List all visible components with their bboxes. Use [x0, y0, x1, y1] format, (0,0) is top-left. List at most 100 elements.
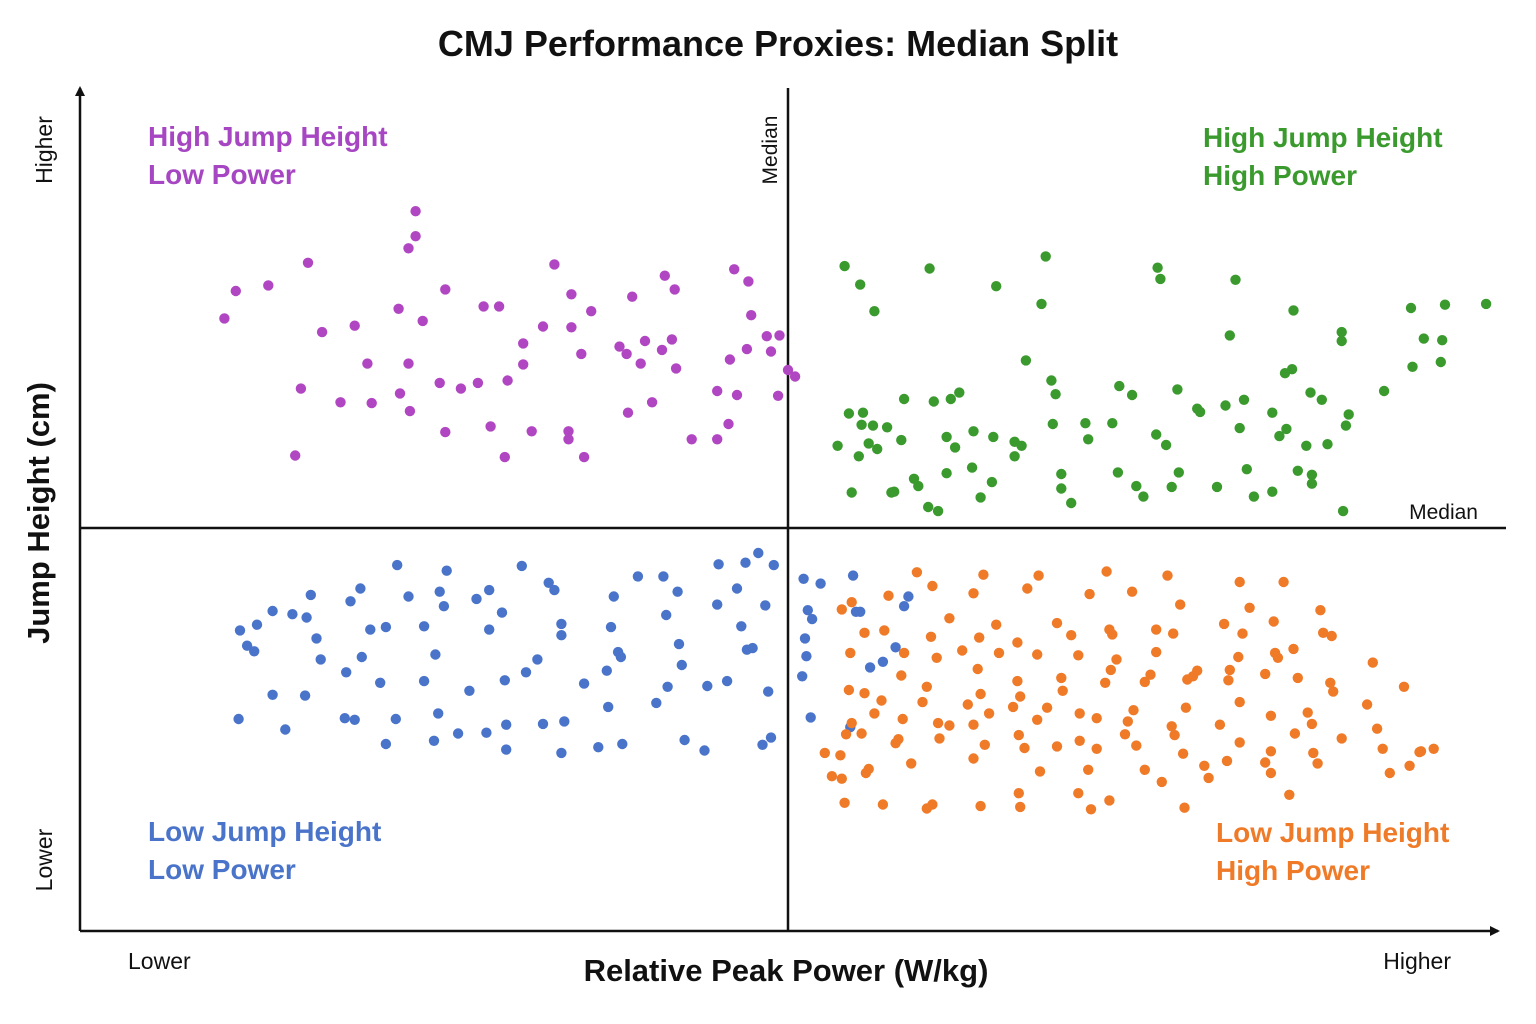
point-lh_lp-87	[702, 680, 713, 692]
point-hh_hp-90	[1224, 330, 1236, 341]
point-lh_hp-61	[975, 688, 986, 700]
point-lh_hp-133	[944, 720, 955, 731]
point-lh_lp-32	[672, 586, 683, 597]
point-hh_hp-87	[1020, 355, 1032, 366]
x-high-label: Higher	[1383, 948, 1451, 974]
point-hh_lp-67	[526, 426, 537, 437]
point-hh_lp-45	[723, 418, 734, 430]
point-hh_hp-56	[1238, 394, 1250, 405]
point-lh_hp-15	[883, 590, 894, 601]
point-lh_lp-80	[280, 724, 291, 735]
point-lh_hp-26	[1288, 643, 1299, 655]
quadrant-label-hh-lp-line1: High Jump Height	[148, 121, 388, 152]
point-hh_hp-94	[1435, 356, 1447, 368]
point-lh_lp-0	[392, 559, 403, 571]
point-hh_hp-30	[1286, 364, 1298, 375]
point-lh_lp-33	[608, 591, 619, 602]
point-hh_lp-56	[761, 331, 772, 342]
point-lh_hp-68	[1260, 668, 1271, 680]
point-hh_hp-55	[1194, 406, 1206, 418]
point-lh_hp-95	[1265, 710, 1277, 721]
point-lh_lp-95	[501, 744, 512, 755]
point-hh_lp-22	[394, 388, 406, 399]
point-lh_lp-11	[543, 577, 554, 588]
point-lh_hp-37	[845, 647, 856, 659]
point-hh_lp-63	[499, 451, 510, 463]
point-lh_lp-98	[349, 714, 360, 725]
point-lh_hp-66	[1187, 671, 1199, 682]
point-lh_hp-22	[1066, 630, 1077, 641]
point-lh_hp-41	[1032, 649, 1043, 660]
point-lh_hp-72	[1398, 681, 1410, 692]
point-hh_lp-35	[621, 348, 632, 360]
point-lh_hp-91	[1091, 713, 1102, 724]
point-lh_lp-64	[499, 675, 510, 686]
quadrant-label-hh-hp-line1: High Jump Height	[1203, 122, 1443, 153]
point-lh_hp-10	[1126, 586, 1138, 597]
point-lh_lp-84	[559, 716, 570, 727]
point-lh_hp-14	[927, 580, 938, 592]
point-hh_lp-59	[789, 371, 801, 382]
point-lh_hp-131	[863, 763, 874, 775]
point-lh_lp-59	[315, 654, 326, 665]
point-lh_hp-9	[1175, 599, 1186, 610]
point-lh_hp-81	[979, 739, 990, 750]
point-lh_lp-29	[903, 591, 914, 602]
point-lh_hp-101	[1083, 764, 1094, 775]
point-lh_hp-16	[846, 597, 857, 608]
point-lh_hp-5	[1234, 576, 1245, 588]
point-lh_hp-120	[1384, 767, 1396, 779]
point-lh_lp-10	[658, 571, 669, 582]
point-lh_hp-76	[1234, 737, 1245, 748]
point-hh_hp-6	[1155, 273, 1166, 285]
point-hh_hp-96	[1437, 335, 1448, 346]
point-lh_hp-35	[944, 613, 955, 624]
point-hh_hp-35	[1301, 440, 1312, 451]
point-hh_lp-34	[563, 426, 574, 437]
point-hh_hp-52	[1080, 418, 1091, 429]
point-hh_hp-28	[1220, 400, 1231, 411]
point-lh_lp-73	[615, 651, 627, 663]
point-lh_lp-13	[403, 591, 414, 602]
point-lh_lp-1	[441, 565, 452, 576]
point-lh_lp-78	[267, 689, 278, 700]
point-lh_hp-137	[1128, 705, 1139, 716]
point-hh_lp-58	[782, 364, 794, 376]
point-lh_lp-89	[805, 712, 816, 723]
point-lh_lp-72	[747, 642, 758, 654]
point-hh_hp-63	[1056, 468, 1067, 480]
point-lh_hp-147	[968, 719, 979, 730]
point-hh_lp-23	[417, 315, 428, 327]
point-hh_hp-51	[1047, 418, 1059, 430]
point-lh_hp-129	[1015, 801, 1026, 813]
point-lh_lp-14	[345, 596, 356, 607]
point-lh_hp-117	[1104, 795, 1115, 806]
point-lh_hp-146	[1013, 729, 1024, 741]
point-lh_hp-65	[1139, 676, 1151, 688]
point-lh_hp-30	[1218, 618, 1230, 630]
point-lh_lp-43	[484, 624, 495, 635]
point-lh_lp-4	[713, 559, 724, 570]
point-hh_lp-53	[434, 377, 445, 389]
point-lh_hp-60	[921, 681, 932, 692]
point-lh_hp-34	[991, 619, 1002, 630]
point-lh_hp-152	[1328, 686, 1339, 697]
point-hh_hp-71	[1131, 480, 1142, 492]
point-lh_lp-15	[287, 609, 298, 620]
point-hh_hp-38	[1083, 434, 1094, 445]
point-lh_hp-130	[927, 799, 938, 810]
point-lh_lp-34	[549, 584, 560, 596]
point-hh_hp-61	[1173, 467, 1185, 478]
point-lh_lp-103	[617, 738, 628, 750]
point-hh_lp-25	[316, 326, 328, 338]
point-lh_lp-61	[249, 646, 260, 657]
point-hh_lp-42	[743, 276, 754, 287]
point-lh_lp-94	[556, 747, 567, 759]
point-hh_lp-14	[729, 264, 740, 275]
point-hh_lp-24	[472, 377, 484, 389]
point-lh_hp-27	[1326, 630, 1337, 642]
point-lh_lp-47	[736, 621, 747, 632]
point-lh_lp-52	[799, 633, 811, 644]
point-hh_hp-14	[1281, 423, 1292, 435]
point-lh_lp-62	[341, 667, 352, 678]
